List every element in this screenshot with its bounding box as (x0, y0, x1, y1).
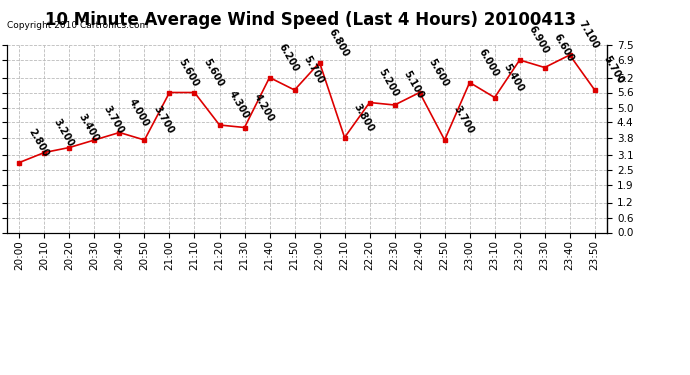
Text: 3.400: 3.400 (77, 112, 101, 143)
Text: 3.800: 3.800 (351, 102, 375, 134)
Text: 5.400: 5.400 (502, 62, 526, 93)
Text: 5.700: 5.700 (302, 54, 326, 86)
Text: 6.900: 6.900 (526, 24, 551, 56)
Text: Copyright 2010 Cartronics.com: Copyright 2010 Cartronics.com (7, 21, 148, 30)
Text: 3.700: 3.700 (101, 104, 126, 136)
Text: 3.700: 3.700 (151, 104, 175, 136)
Text: 5.700: 5.700 (602, 54, 626, 86)
Text: 2.800: 2.800 (26, 127, 50, 158)
Text: 4.000: 4.000 (126, 97, 150, 128)
Text: 6.600: 6.600 (551, 32, 575, 63)
Text: 7.100: 7.100 (577, 19, 601, 51)
Text: 4.300: 4.300 (226, 89, 250, 121)
Text: 6.000: 6.000 (477, 47, 501, 78)
Text: 5.600: 5.600 (177, 57, 201, 88)
Text: 6.800: 6.800 (326, 27, 351, 58)
Text: 3.200: 3.200 (51, 117, 75, 148)
Text: 3.700: 3.700 (451, 104, 475, 136)
Text: 5.600: 5.600 (201, 57, 226, 88)
Text: 5.200: 5.200 (377, 67, 401, 98)
Text: 5.600: 5.600 (426, 57, 451, 88)
Text: 10 Minute Average Wind Speed (Last 4 Hours) 20100413: 10 Minute Average Wind Speed (Last 4 Hou… (45, 11, 576, 29)
Text: 6.200: 6.200 (277, 42, 301, 74)
Text: 4.200: 4.200 (251, 92, 275, 123)
Text: 5.100: 5.100 (402, 69, 426, 101)
